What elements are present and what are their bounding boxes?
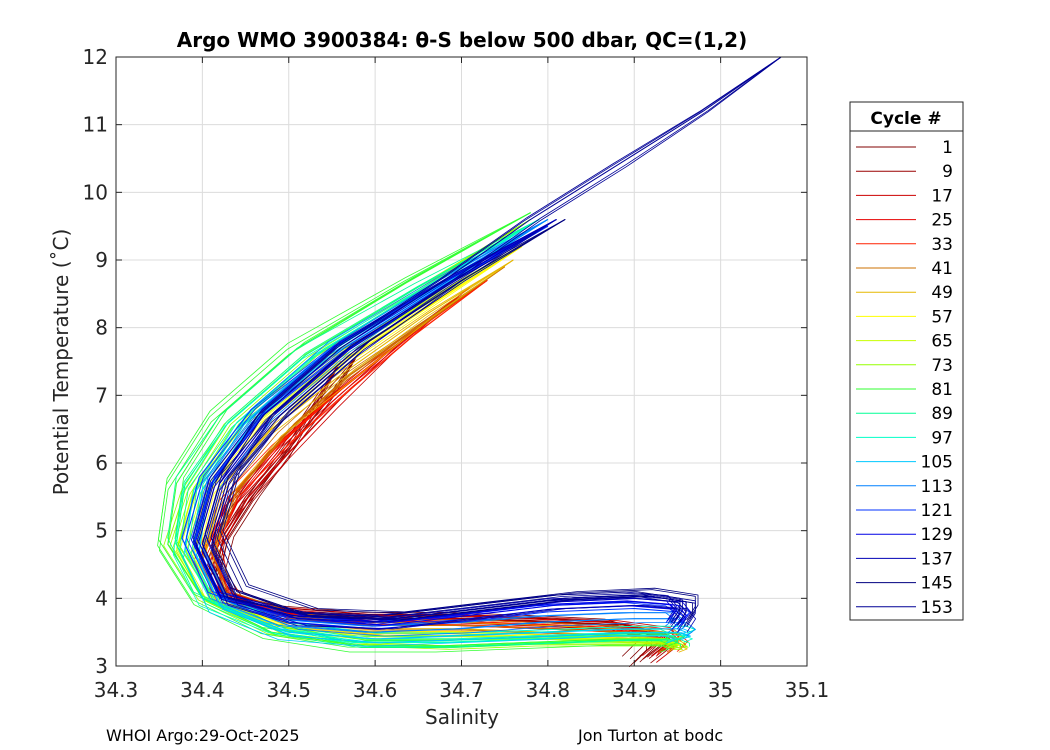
- x-tick-label: 34.9: [612, 678, 657, 702]
- series-line-cycle-49-variant: [205, 259, 682, 640]
- series-line-cycle-81-variant: [157, 212, 669, 642]
- series-line-cycle-121-variant: [196, 225, 690, 623]
- footer-right: Jon Turton at bodc: [578, 726, 724, 745]
- series-line-cycle-97-variant: [193, 219, 696, 634]
- x-tick-label: 34.5: [266, 678, 311, 702]
- y-tick-label: 9: [95, 248, 108, 272]
- series-line-cycle-113-variant: [184, 219, 678, 633]
- x-tick-label: 34.6: [353, 678, 398, 702]
- legend: Cycle # 1 9 17 25 33 41 49 57 65 73 81 89 97 105 113 12…: [849, 101, 964, 621]
- legend-label-cycle-105: 105: [921, 453, 953, 473]
- legend-label-cycle-81: 81: [931, 380, 953, 400]
- legend-label-cycle-1: 1: [942, 138, 953, 158]
- legend-label-cycle-97: 97: [931, 428, 953, 448]
- legend-label-cycle-145: 145: [921, 574, 953, 594]
- legend-label-cycle-41: 41: [931, 259, 953, 279]
- plot-series: [157, 56, 782, 668]
- series-line-cycle-57-variant: [191, 246, 676, 649]
- y-tick-label: 7: [95, 383, 108, 407]
- series-line-cycle-153-variant: [195, 56, 782, 628]
- x-tick-label: 34.8: [526, 678, 571, 702]
- y-axis-label: Potential Temperature (˚C): [49, 229, 73, 496]
- legend-label-cycle-113: 113: [921, 477, 953, 497]
- y-tick-label: 3: [95, 654, 108, 678]
- series-line-cycle-137-variant: [211, 219, 696, 633]
- y-tick-label: 4: [95, 586, 108, 610]
- series-line-cycle-137-variant: [192, 219, 678, 623]
- series-line-cycle-145-variant: [219, 219, 696, 621]
- series-line-cycle-121-variant: [181, 225, 675, 624]
- legend-label-cycle-137: 137: [921, 549, 953, 569]
- legend-label-cycle-65: 65: [931, 332, 953, 352]
- legend-label-cycle-121: 121: [921, 501, 953, 521]
- x-tick-label: 35: [708, 678, 733, 702]
- series-line-cycle-153-variant: [211, 56, 782, 625]
- series-line-cycle-81-variant: [157, 212, 668, 648]
- legend-label-cycle-49: 49: [931, 283, 953, 303]
- y-tick-label: 12: [83, 45, 108, 69]
- y-tick-label: 8: [95, 316, 108, 340]
- legend-label-cycle-89: 89: [931, 404, 953, 424]
- x-axis-ticks: 34.3 34.4 34.5 34.6 34.7 34.8 34.9 35 35.1: [94, 57, 830, 702]
- legend-label-cycle-57: 57: [931, 307, 953, 327]
- x-axis-label: Salinity: [425, 705, 499, 729]
- y-axis-ticks: 3 4 5 6 7 8 9 10 11 12: [83, 45, 807, 678]
- chart-title: Argo WMO 3900384: θ-S below 500 dbar, QC…: [177, 28, 747, 52]
- y-tick-label: 11: [83, 113, 108, 137]
- series-line-cycle-105-variant: [183, 219, 677, 647]
- y-tick-label: 6: [95, 451, 108, 475]
- x-tick-label: 34.7: [439, 678, 484, 702]
- series-line-cycle-33: [201, 279, 678, 650]
- series-line-cycle-97: [184, 218, 687, 640]
- series-line-cycle-57-variant: [196, 246, 681, 650]
- legend-label-cycle-129: 129: [921, 525, 953, 545]
- y-tick-label: 10: [83, 180, 108, 204]
- legend-label-cycle-9: 9: [942, 162, 953, 182]
- footer-left: WHOI Argo:29-Oct-2025: [106, 726, 300, 745]
- series-line-cycle-49-variant: [202, 259, 679, 652]
- legend-label-cycle-153: 153: [921, 598, 953, 618]
- legend-label-cycle-25: 25: [931, 211, 953, 231]
- x-tick-label: 35.1: [785, 678, 830, 702]
- legend-label-cycle-17: 17: [931, 186, 953, 206]
- x-tick-label: 34.3: [94, 678, 139, 702]
- legend-title: Cycle #: [870, 109, 941, 129]
- legend-label-cycle-33: 33: [931, 235, 953, 255]
- series-line-cycle-145-variant: [222, 219, 699, 619]
- series-line-cycle-65: [176, 239, 678, 647]
- legend-box: [849, 101, 964, 621]
- series-line-cycle-153-variant: [198, 56, 782, 624]
- series-line-cycle-89-variant: [167, 219, 670, 637]
- x-tick-label: 34.4: [180, 678, 225, 702]
- series-line-cycle-81: [167, 212, 678, 647]
- series-line-cycle-25-variant: [212, 286, 680, 650]
- legend-items: 1 9 17 25 33 41 49 57 65 73 81 89 97 105 113 121 129 137 1…: [856, 138, 953, 618]
- series-line-cycle-153: [201, 56, 782, 626]
- series-line-cycle-153-variant: [211, 56, 782, 628]
- legend-label-cycle-73: 73: [931, 356, 953, 376]
- series-line-cycle-81-variant: [158, 212, 670, 653]
- y-tick-label: 5: [95, 519, 108, 543]
